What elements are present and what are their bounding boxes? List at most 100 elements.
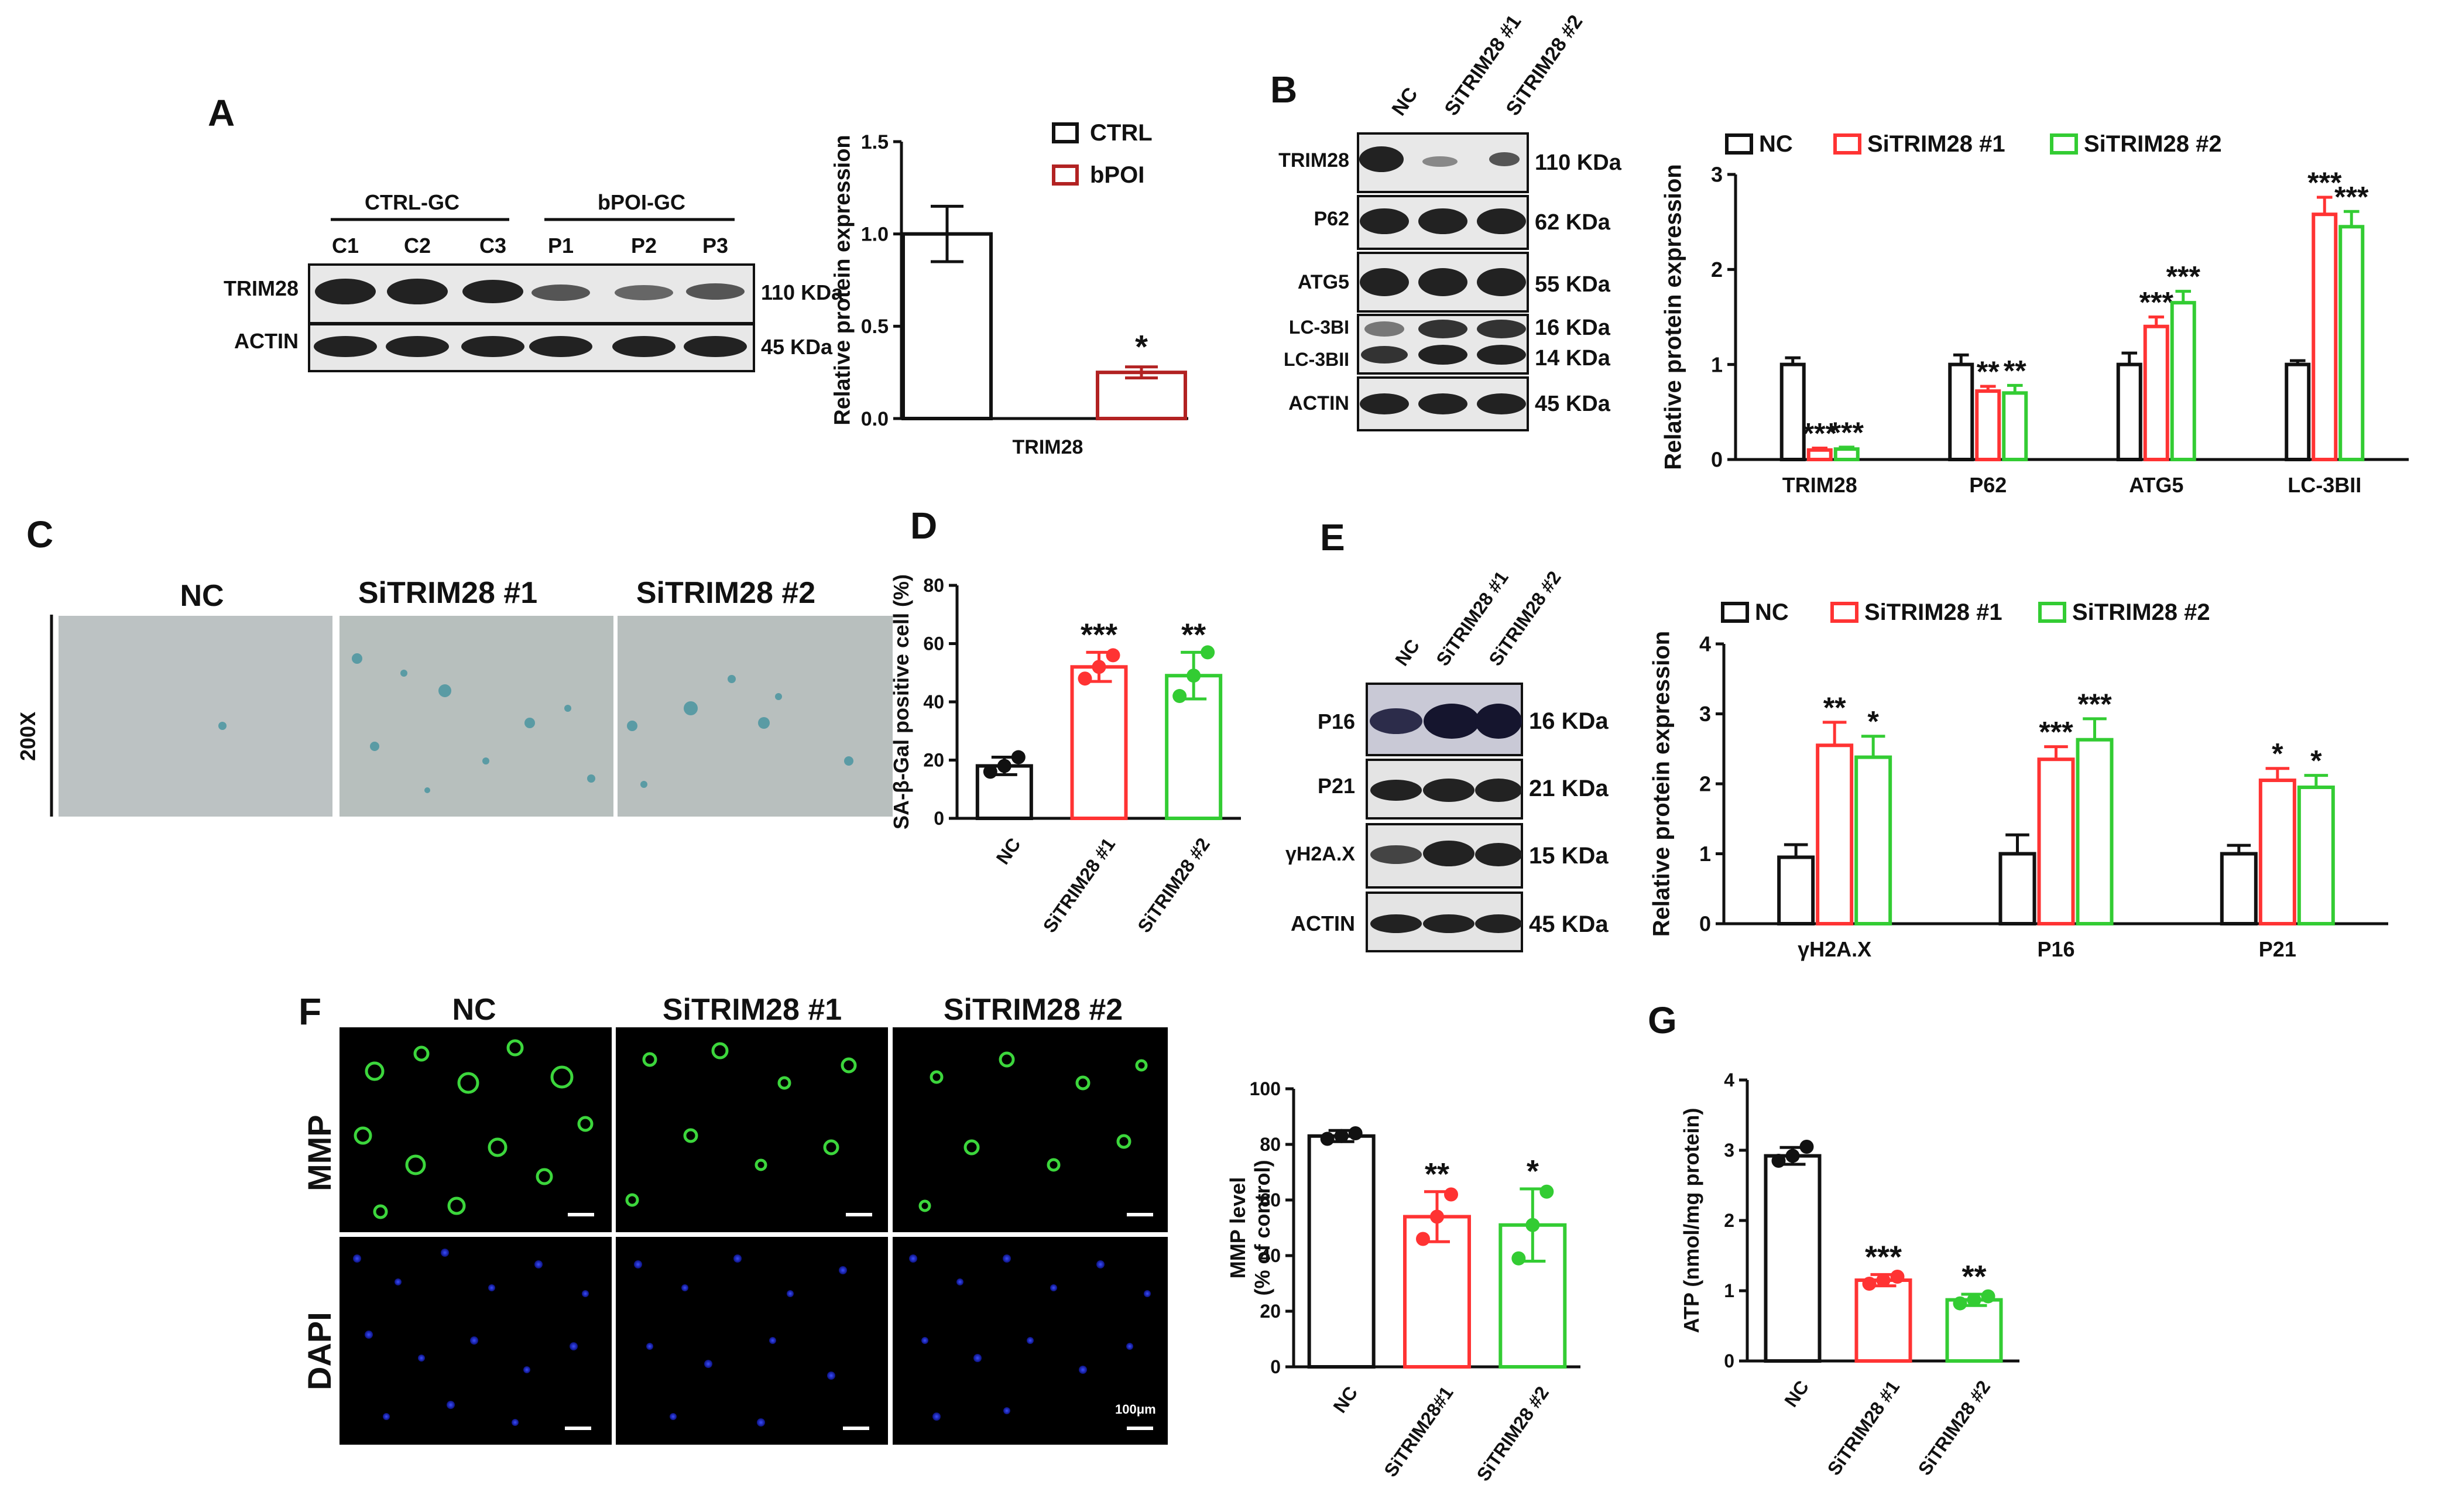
significance-label: *: [1867, 705, 1879, 738]
data-point: [1092, 660, 1106, 674]
significance-label: **: [1962, 1259, 1986, 1294]
blot-size-label: 14 KDa: [1535, 346, 1611, 371]
data-point: [1876, 1273, 1891, 1287]
significance-label: ***: [1081, 617, 1117, 652]
bar: [1816, 743, 1854, 926]
y-axis-label: MMP level: [1226, 1177, 1250, 1278]
data-point: [997, 759, 1011, 773]
data-point: [1334, 1129, 1349, 1143]
x-tick-label: P16: [2037, 937, 2074, 961]
significance-label: *: [2310, 745, 2322, 777]
x-tick-label: SiTRIM28 #1: [1039, 834, 1120, 937]
data-point: [1953, 1296, 1967, 1311]
blot-row-label: P62: [1314, 208, 1350, 230]
bar: [2002, 391, 2028, 461]
blot-row-label: ACTIN: [234, 329, 299, 353]
bar: [1833, 447, 1860, 461]
y-tick-label: 3: [1711, 163, 1723, 187]
y-tick-label: 20: [1260, 1301, 1281, 1322]
legend-swatch: [1721, 602, 1749, 623]
panel-letter-g: G: [1648, 999, 1677, 1041]
blot-row-label: ACTIN: [1288, 392, 1349, 414]
significance-label: ***: [2039, 716, 2073, 749]
y-tick-label: 40: [1260, 1245, 1281, 1266]
y-tick-label: 0: [1724, 1350, 1734, 1372]
legend-label: SiTRIM28 #2: [2072, 599, 2210, 625]
significance-label: *: [2272, 738, 2283, 770]
chart-f: 0 20 40 60 80 100 MMP level (% of control) NC ** S…: [1226, 1078, 1580, 1485]
blot-row-label: TRIM28: [1278, 149, 1349, 172]
blot-row-label: TRIM28: [224, 276, 299, 300]
lane-label: P1: [548, 234, 574, 258]
legend-label: SiTRIM28 #2: [2084, 131, 2222, 157]
significance-label: **: [1181, 617, 1206, 652]
bar: [2076, 738, 2114, 925]
blot-bands: [1360, 393, 1526, 414]
blot-size-label: 15 KDa: [1529, 843, 1609, 869]
panel-b-blot: NC SiTRIM28 #1 SiTRIM28 #2 TRIM28 110 KD…: [1278, 11, 1622, 431]
data-point: [1771, 1154, 1786, 1168]
y-tick-label: 0: [1699, 912, 1711, 936]
bar: [1854, 755, 1892, 925]
y-tick-label: 0: [934, 808, 944, 829]
lane-label: C1: [332, 234, 359, 258]
y-axis-label: Relative protein expression: [1660, 164, 1686, 469]
x-tick-label: NC: [992, 834, 1025, 869]
data-point: [1430, 1209, 1444, 1224]
bar: [2297, 785, 2335, 925]
blot-bands: [1370, 914, 1522, 933]
y-tick-label: 2: [1699, 772, 1711, 796]
data-point: [1967, 1292, 1981, 1307]
blot-bands: [1360, 208, 1526, 234]
significance-label: ***: [2166, 260, 2201, 293]
lane-label: NC: [1391, 636, 1424, 670]
bar: [2037, 757, 2075, 926]
legend-swatch: [2038, 602, 2066, 623]
x-tick-label: SiTRIM28 #2: [1133, 834, 1214, 937]
column-title: NC: [452, 993, 496, 1027]
y-tick-label: 4: [1724, 1069, 1734, 1091]
y-tick-label: 2: [1724, 1210, 1734, 1231]
data-point: [1539, 1184, 1554, 1199]
bar: [1975, 389, 2001, 461]
data-point: [1320, 1132, 1335, 1146]
x-tick-label: γH2A.X: [1798, 937, 1871, 961]
bar: [1307, 1134, 1376, 1369]
legend-swatch: [1052, 122, 1079, 143]
data-point: [1444, 1187, 1458, 1202]
significance-label: ***: [1865, 1239, 1902, 1274]
blot-size-label: 16 KDa: [1529, 708, 1609, 734]
blot-row-label: LC-3BI: [1289, 317, 1349, 338]
x-tick-label: SiTRIM28 #1: [1823, 1377, 1904, 1479]
x-tick-label: SiTRIM28#1: [1380, 1383, 1458, 1481]
significance-label: **: [1425, 1157, 1449, 1192]
bar: [2220, 852, 2258, 925]
significance-label: **: [2004, 354, 2026, 387]
y-tick-label: 1.5: [861, 131, 889, 153]
row-label-dapi: DAPI: [301, 1312, 338, 1390]
image-dapi-si1: [616, 1237, 888, 1445]
blot-size-label: 110 KDa: [761, 280, 843, 304]
bar: [1998, 852, 2036, 925]
x-tick-label: SiTRIM28 #2: [1472, 1383, 1553, 1485]
y-tick-label: 0.0: [861, 408, 889, 430]
bar: [2258, 779, 2296, 926]
y-tick-label: 60: [923, 633, 944, 654]
blot-bands: [1361, 320, 1526, 365]
blot-row-label: P21: [1318, 774, 1355, 798]
row-label-mmp: MMP: [301, 1115, 338, 1191]
data-point: [983, 764, 997, 779]
image-mmp-nc: [340, 1027, 612, 1232]
significance-label: ***: [2077, 688, 2112, 721]
significance-label: ***: [1830, 416, 1864, 449]
y-tick-label: 2: [1711, 258, 1723, 282]
y-tick-label: 3: [1724, 1140, 1734, 1161]
legend-label: NC: [1755, 599, 1789, 625]
legend-swatch: [1052, 164, 1079, 186]
y-tick-label: 0: [1270, 1356, 1281, 1377]
bar: [1945, 1298, 2003, 1363]
micrograph-nc: [59, 616, 332, 817]
data-point: [1011, 750, 1026, 764]
panel-f-images: NC SiTRIM28 #1 SiTRIM28 #2 MMP DAPI: [301, 993, 1168, 1445]
legend-swatch: [1725, 133, 1753, 155]
